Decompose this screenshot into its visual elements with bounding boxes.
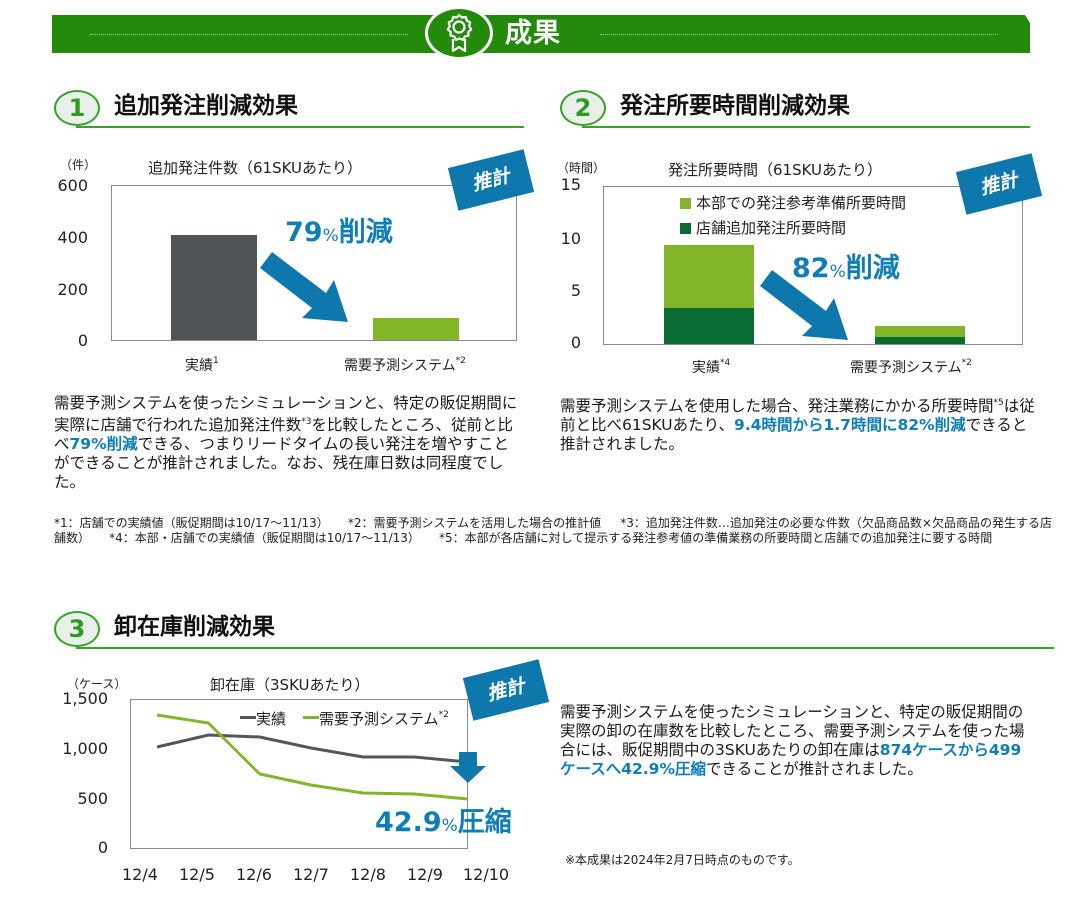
y-axis-unit: （ケース） [67,677,127,691]
section-underline [582,126,1030,128]
section-number-badge: 2 [560,90,606,126]
x-tick: 12/5 [179,865,215,884]
y-tick: 200 [57,280,88,299]
footnote-4: *4：本部・店舗での実績値（販促期間は10/17～11/13） [109,530,420,545]
banner-title: 成果 [505,18,561,49]
y-tick: 0 [77,331,88,350]
series-forecast-line [156,713,468,801]
bar-forecast-store [875,337,965,344]
y-tick: 0 [570,333,581,352]
bar-actual [171,235,257,340]
x-tick: 12/4 [122,865,158,884]
chart-title: 発注所要時間（61SKUあたり） [668,161,883,179]
section-underline [76,126,524,128]
y-tick: 10 [560,229,581,248]
y-tick: 600 [57,176,88,195]
banner-dotted-rule-right [600,34,998,35]
section-title: 発注所要時間削減効果 [620,93,850,119]
as-of-note: ※本成果は2024年2月7日時点のものです。 [565,853,800,867]
footnote-1: *1：店舗での実績値（販促期間は10/17～11/13） [54,516,329,530]
legend-hq-prep-time: 本部での発注参考準備所要時間 [680,192,906,213]
reduction-callout: 82%削減 [792,253,900,284]
series-actual-line [156,733,468,764]
y-tick: 1,500 [62,689,108,708]
y-tick: 1,000 [62,739,108,758]
plot-area [130,699,468,849]
section-title: 卸在庫削減効果 [114,614,275,640]
x-tick: 12/8 [350,865,386,884]
section-2-description: 需要予測システムを使用した場合、発注業務にかかる所要時間*5は従前と比べ61SK… [560,397,1035,453]
section-heading-3: 3 卸在庫削減効果 [54,611,1054,651]
footnotes: *1：店舗での実績値（販促期間は10/17～11/13） *2：需要予測システム… [54,516,1054,545]
x-label-forecast: 需要予測システム*2 [850,358,972,376]
section-3-description: 需要予測システムを使ったシミュレーションと、特定の販促期間の実際の卸の在庫数を比… [560,703,1025,778]
y-tick: 500 [77,789,108,808]
banner-dotted-rule-left [90,34,408,35]
y-tick: 15 [560,175,581,194]
section-heading-1: 1 追加発注削減効果 [54,90,524,130]
section-underline [76,647,1054,649]
x-label-actual: 実績1 [185,356,219,374]
section-title: 追加発注削減効果 [114,93,298,119]
estimate-badge: 推計 [955,153,1043,215]
estimate-badge: 推計 [447,149,535,211]
chart-title: 追加発注件数（61SKUあたり） [148,159,363,177]
bar-forecast-system [373,318,459,340]
y-axis-unit: （件） [60,158,97,172]
bar-actual-store [664,308,754,344]
results-banner [52,15,1030,53]
chart-title: 卸在庫（3SKUあたり） [210,676,370,694]
y-tick: 400 [57,228,88,247]
reduction-callout: 79%削減 [285,217,393,248]
footnote-3: *3：追加発注件数…追加発注の必要な件数（欠品商品数×欠品商品の発生する店舗数） [54,516,1052,545]
footnote-5: *5：本部が各店舗に対して提示する発注参考値の準備業務の所要時間と店舗での追加発… [438,530,993,545]
section-1-description: 需要予測システムを使ったシミュレーションと、特定の販促期間に実際に店舗で行われた… [54,394,518,491]
bar-forecast-hq [875,326,965,337]
banner-icon-badge [425,6,493,60]
compression-callout: 42.9%圧縮 [375,807,512,838]
bar-actual-hq [664,245,754,308]
estimate-badge: 推計 [462,659,550,721]
award-ribbon-icon [446,13,473,53]
x-tick: 12/7 [293,865,329,884]
legend-store-order-time: 店舗追加発注所要時間 [680,217,846,238]
plot-area [111,185,517,341]
x-tick: 12/10 [463,865,510,884]
y-tick: 0 [97,838,108,857]
reduction-arrow-icon [260,252,348,322]
down-arrow-icon [450,752,486,783]
line-series [156,713,468,801]
x-label-forecast: 需要予測システム*2 [344,356,466,374]
y-axis-unit: （時間） [557,161,606,175]
section-number-badge: 3 [54,611,100,647]
section-heading-2: 2 発注所要時間削減効果 [560,90,1030,130]
x-label-actual: 実績*4 [692,358,731,376]
footnote-2: *2：需要予測システムを活用した場合の推計値 [347,516,602,530]
x-tick: 12/6 [236,865,272,884]
legend-actual: 実績 [240,708,286,729]
section-number-badge: 1 [54,90,100,126]
legend-forecast: 需要予測システム*2 [303,708,449,729]
x-tick: 12/9 [407,865,443,884]
reduction-arrow-icon [760,270,848,340]
y-tick: 5 [570,281,581,300]
